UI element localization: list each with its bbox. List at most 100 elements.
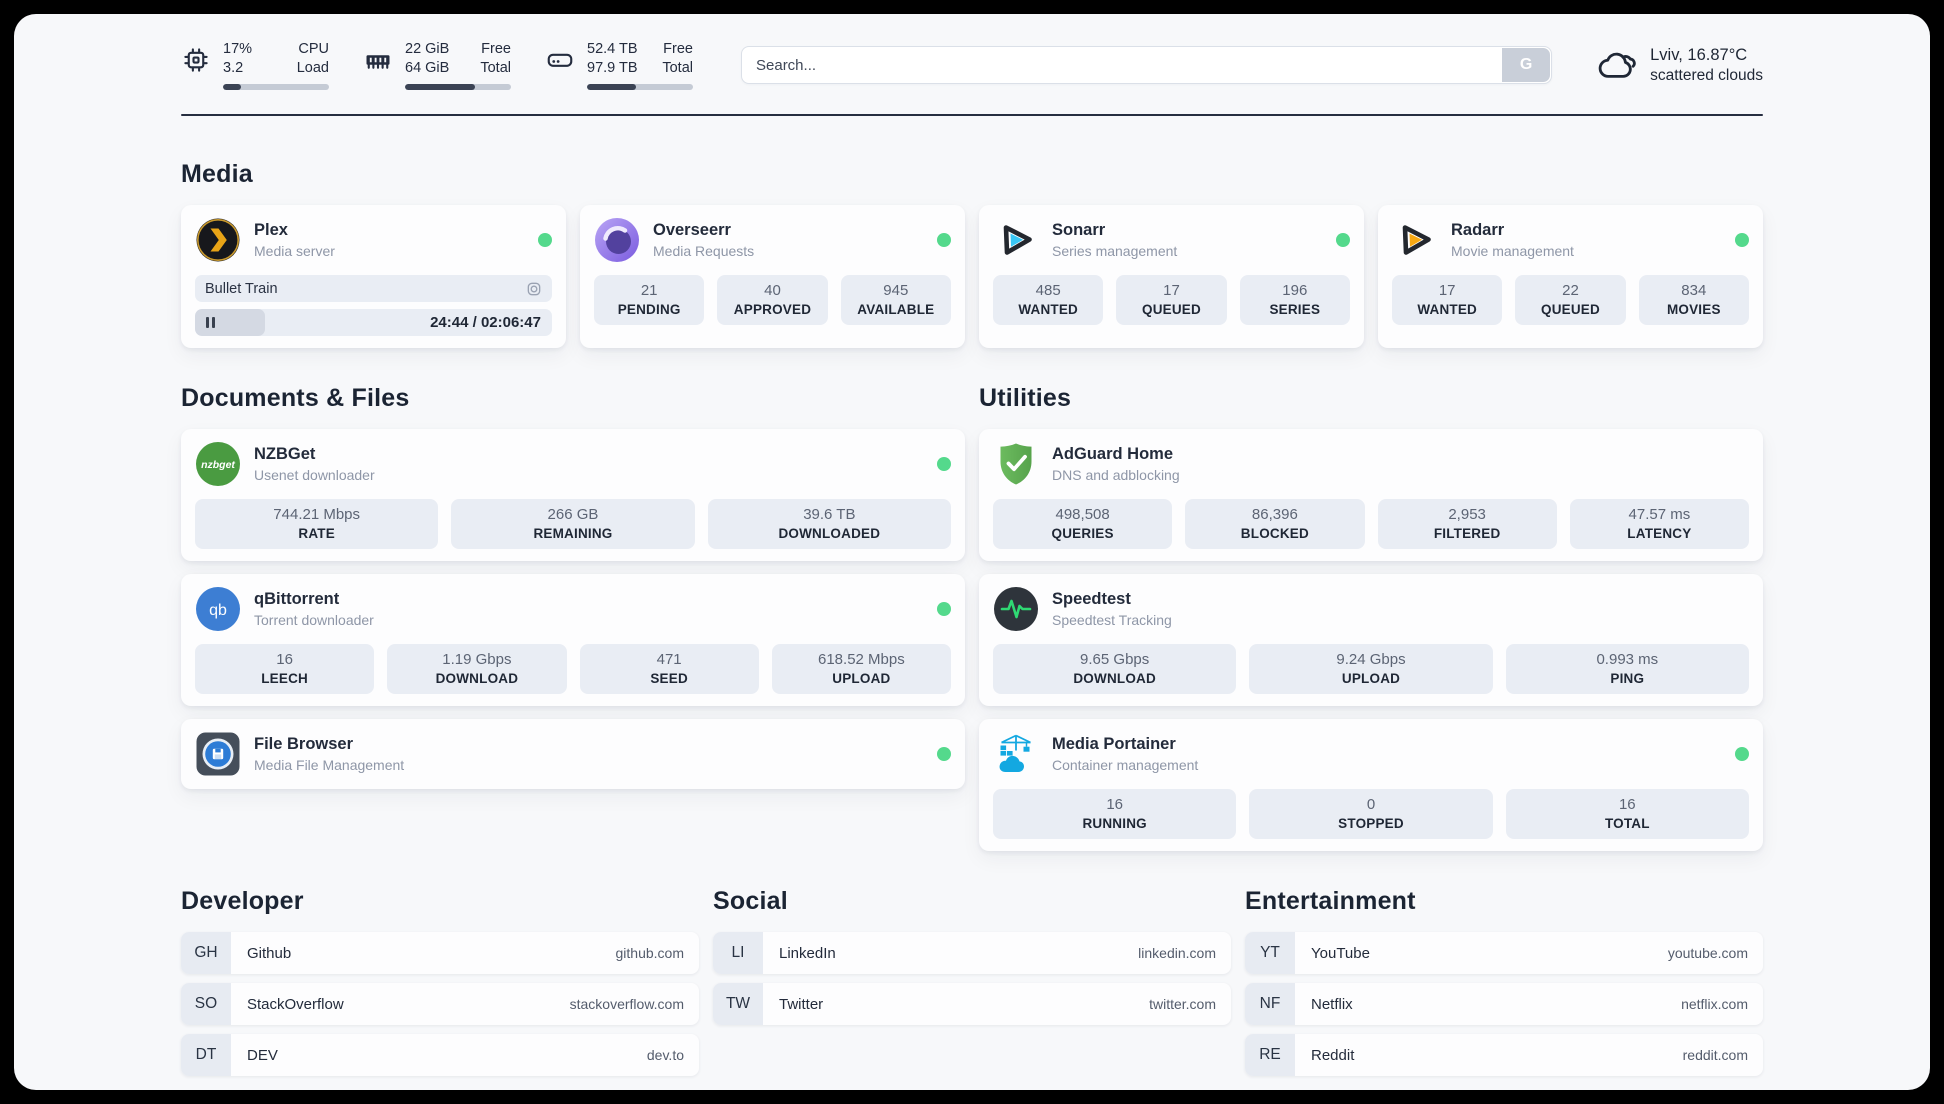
filebrowser-card[interactable]: File Browser Media File Management	[181, 719, 965, 790]
stat-label: BLOCKED	[1240, 526, 1309, 542]
bookmark-url: twitter.com	[1149, 996, 1216, 1013]
bookmark-abbr: LI	[713, 932, 763, 975]
stat-label: UPLOAD	[832, 671, 891, 687]
stat-value: 498,508	[1055, 506, 1110, 524]
portainer-card[interactable]: Media Portainer Container management 16 …	[979, 719, 1763, 852]
disk-label-2: Total	[662, 60, 693, 77]
stat-label: PING	[1610, 671, 1645, 687]
cpu-load-value: 3.2	[223, 60, 244, 77]
stat-value: 834	[1681, 282, 1707, 300]
cpu-label-2: Load	[296, 60, 329, 77]
section-title-documents: Documents & Files	[181, 384, 410, 413]
ram-total-value: 64 GiB	[405, 60, 450, 77]
disk-icon	[545, 45, 575, 75]
dashboard-page: 17% 3.2 CPU Load	[14, 14, 1930, 1090]
stat-label: QUEUED	[1142, 302, 1201, 318]
bookmark-github[interactable]: GH Github github.com	[181, 932, 699, 975]
bookmark-abbr: YT	[1245, 932, 1295, 975]
radarr-card[interactable]: Radarr Movie management 17 WANTED 22 QUE…	[1378, 205, 1763, 349]
nzbget-card[interactable]: nzbget NZBGet Usenet downloader 744.21 M…	[181, 429, 965, 562]
stat-value: 16	[276, 651, 293, 669]
stat-label: QUERIES	[1051, 526, 1114, 542]
online-status-dot	[1336, 233, 1350, 248]
bookmark-youtube[interactable]: YT YouTube youtube.com	[1245, 932, 1763, 975]
bookmark-netflix[interactable]: NF Netflix netflix.com	[1245, 983, 1763, 1026]
bookmark-url: stackoverflow.com	[569, 996, 684, 1013]
online-status-dot	[1735, 233, 1749, 248]
stat-rate: 744.21 Mbps RATE	[195, 499, 439, 550]
svg-text:qb: qb	[209, 602, 227, 619]
video-icon	[526, 281, 542, 297]
stat-value: 86,396	[1251, 506, 1298, 524]
bookmark-url: netflix.com	[1681, 996, 1748, 1013]
online-status-dot	[937, 602, 951, 617]
bookmark-abbr: TW	[713, 983, 763, 1026]
stat-value: 2,953	[1448, 506, 1486, 524]
qbittorrent-icon: qb	[195, 586, 241, 632]
disk-free-value: 52.4 TB	[587, 41, 638, 57]
stat-total: 16 TOTAL	[1505, 789, 1749, 840]
app-subtitle: Movie management	[1451, 243, 1574, 260]
bookmark-abbr: GH	[181, 932, 231, 975]
app-subtitle: Usenet downloader	[254, 467, 375, 484]
stat-label: AVAILABLE	[857, 302, 935, 318]
bookmark-twitter[interactable]: TW Twitter twitter.com	[713, 983, 1231, 1026]
weather-location-temp: Lviv, 16.87°C	[1650, 45, 1748, 64]
stat-value: 266 GB	[547, 506, 599, 524]
app-title: NZBGet	[254, 445, 316, 464]
app-title: qBittorrent	[254, 590, 340, 609]
stat-value: 40	[764, 282, 781, 300]
stat-label: WANTED	[1417, 302, 1478, 318]
stat-downloaded: 39.6 TB DOWNLOADED	[707, 499, 951, 550]
stat-queued: 22 QUEUED	[1515, 275, 1626, 326]
qbittorrent-card[interactable]: qb qBittorrent Torrent downloader 16 LEE…	[181, 574, 965, 707]
bookmark-linkedin[interactable]: LI LinkedIn linkedin.com	[713, 932, 1231, 975]
stat-wanted: 485 WANTED	[993, 275, 1104, 326]
bookmark-name: LinkedIn	[779, 944, 836, 962]
disk-progressbar	[587, 84, 693, 91]
weather-widget: Lviv, 16.87°C scattered clouds	[1596, 44, 1763, 86]
bookmark-reddit[interactable]: RE Reddit reddit.com	[1245, 1034, 1763, 1077]
entertainment-section: Entertainment YT YouTube youtube.com NF …	[1245, 887, 1763, 1077]
search-bar[interactable]: G	[741, 46, 1553, 85]
ram-label-2: Total	[480, 60, 511, 77]
bookmark-url: youtube.com	[1667, 945, 1748, 962]
nzbget-icon: nzbget	[195, 441, 241, 487]
plex-card[interactable]: Plex Media server Bullet Train	[181, 205, 566, 349]
online-status-dot	[937, 233, 951, 248]
app-subtitle: Series management	[1052, 243, 1178, 260]
disk-stat: 52.4 TB 97.9 TB Free Total	[545, 40, 693, 91]
portainer-icon	[993, 731, 1039, 777]
stat-label: SEED	[650, 671, 688, 687]
cpu-progressbar	[223, 84, 329, 91]
bookmark-abbr: DT	[181, 1034, 231, 1077]
stat-available: 945 AVAILABLE	[840, 275, 951, 326]
overseerr-card[interactable]: Overseerr Media Requests 21 PENDING 40 A…	[580, 205, 965, 349]
stat-value: 39.6 TB	[803, 506, 856, 524]
search-engine-button[interactable]: G	[1502, 48, 1551, 83]
plex-icon	[195, 217, 241, 263]
stat-queued: 17 QUEUED	[1116, 275, 1227, 326]
header-divider	[181, 114, 1763, 117]
stat-upload: 618.52 Mbps UPLOAD	[771, 644, 951, 695]
cpu-usage-percent: 17%	[223, 41, 253, 57]
cpu-label-1: CPU	[298, 41, 329, 57]
cpu-progress-fill	[223, 84, 242, 91]
playback-progressbar: 24:44 / 02:06:47	[195, 309, 552, 337]
stat-label: SERIES	[1269, 302, 1321, 318]
adguard-card[interactable]: AdGuard Home DNS and adblocking 498,508 …	[979, 429, 1763, 562]
bookmark-dev[interactable]: DT DEV dev.to	[181, 1034, 699, 1077]
stat-value: 17	[1163, 282, 1180, 300]
bookmark-stackoverflow[interactable]: SO StackOverflow stackoverflow.com	[181, 983, 699, 1026]
stat-value: 9.65 Gbps	[1080, 651, 1150, 669]
media-section: Media Plex Media server	[181, 160, 1763, 349]
app-subtitle: Torrent downloader	[254, 612, 374, 629]
sonarr-card[interactable]: Sonarr Series management 485 WANTED 17 Q…	[979, 205, 1364, 349]
app-subtitle: Container management	[1052, 757, 1199, 774]
stat-value: 47.57 ms	[1628, 506, 1691, 524]
speedtest-card[interactable]: Speedtest Speedtest Tracking 9.65 Gbps D…	[979, 574, 1763, 707]
stat-label: LEECH	[261, 671, 308, 687]
search-input[interactable]	[756, 56, 1492, 74]
stat-value: 22	[1562, 282, 1579, 300]
app-title: Media Portainer	[1052, 735, 1176, 754]
